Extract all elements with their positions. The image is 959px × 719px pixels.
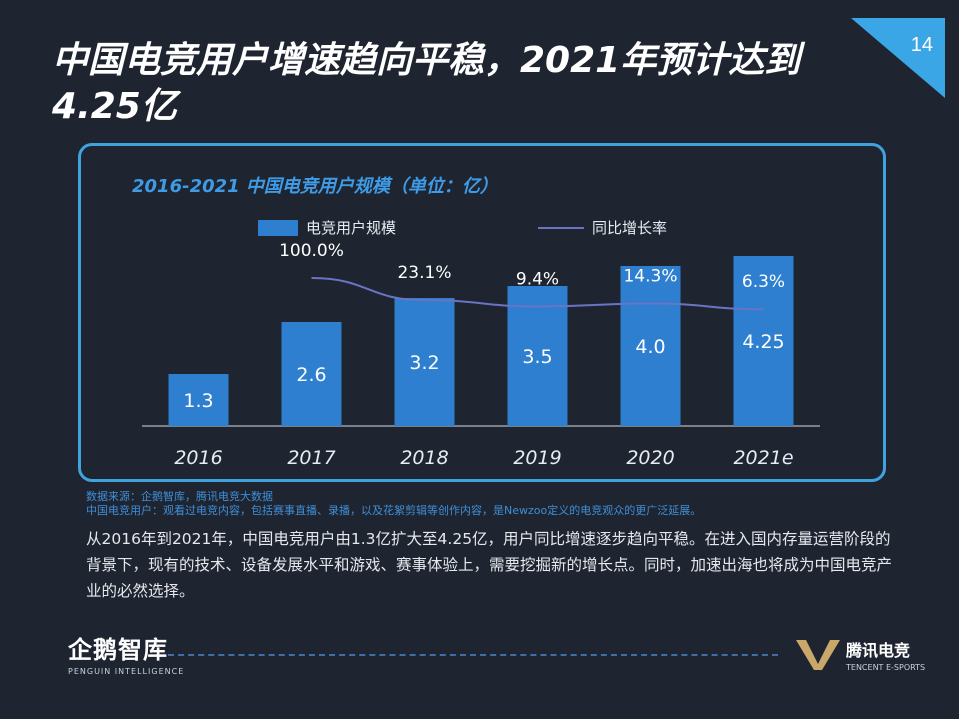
legend-bar-label: 电竞用户规模 (306, 219, 397, 237)
page-number: 14 (910, 34, 933, 56)
source-notes: 数据来源：企鹅智库，腾讯电竞大数据 中国电竞用户：观看过电竞内容，包括赛事直播、… (86, 490, 701, 518)
legend-bar: 电竞用户规模 (258, 217, 396, 238)
legend-line: 同比增长率 (538, 217, 667, 238)
source-line: 数据来源：企鹅智库，腾讯电竞大数据 (86, 490, 273, 503)
penguin-intelligence-logo: 企鹅智库 PENGUIN INTELLIGENCE (68, 630, 184, 676)
left-logo-subtext: PENGUIN INTELLIGENCE (68, 667, 185, 676)
right-logo-subtext: TENCENT E-SPORTS (846, 663, 926, 672)
tencent-esports-logo: 腾讯电竞 TENCENT E-SPORTS (796, 637, 925, 672)
definition-line: 中国电竞用户：观看过电竞内容，包括赛事直播、录播，以及花絮剪辑等创作内容，是Ne… (86, 504, 702, 517)
legend-line-label: 同比增长率 (592, 219, 668, 237)
page-corner-badge (851, 18, 945, 98)
chart-title: 2016-2021 中国电竞用户规模（单位：亿） (132, 176, 498, 197)
right-logo-text: 腾讯电竞 (846, 641, 911, 660)
footer-divider (168, 654, 778, 656)
body-paragraph: 从2016年到2021年，中国电竞用户由1.3亿扩大至4.25亿，用户同比增速逐… (86, 530, 893, 600)
legend-line-swatch (538, 226, 584, 229)
v-logo-icon (796, 639, 840, 670)
left-logo-text: 企鹅智库 (68, 636, 168, 664)
page-title: 中国电竞用户增速趋向平稳，2021年预计达到4.25亿 (52, 40, 801, 127)
legend-bar-swatch (258, 219, 298, 236)
chart-frame (78, 143, 886, 482)
